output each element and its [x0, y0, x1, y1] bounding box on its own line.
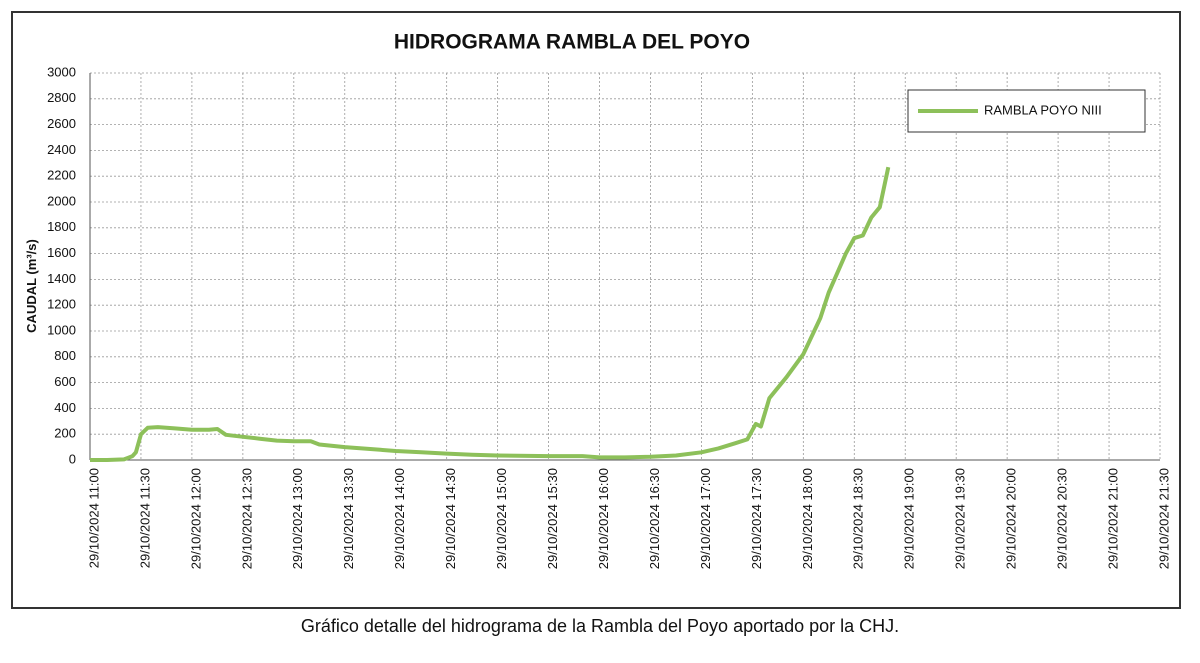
x-tick-label: 29/10/2024 19:00 [902, 468, 917, 569]
x-tick-label: 29/10/2024 12:30 [239, 468, 254, 569]
x-tick-label: 29/10/2024 13:30 [341, 468, 356, 569]
x-tick-label: 29/10/2024 16:00 [596, 468, 611, 569]
y-axis-label: CAUDAL (m³/s) [24, 239, 39, 333]
x-tick-label: 29/10/2024 13:00 [290, 468, 305, 569]
x-tick-label: 29/10/2024 15:00 [494, 468, 509, 569]
x-tick-label: 29/10/2024 14:30 [443, 468, 458, 569]
x-tick-label: 29/10/2024 15:30 [545, 468, 560, 569]
x-tick-label: 29/10/2024 17:00 [698, 468, 713, 569]
y-tick-label: 1600 [47, 245, 76, 260]
legend-label: RAMBLA POYO NIII [984, 102, 1102, 117]
y-tick-label: 2800 [47, 90, 76, 105]
y-tick-label: 2400 [47, 142, 76, 157]
y-tick-label: 1800 [47, 219, 76, 234]
y-tick-label: 1000 [47, 322, 76, 337]
x-tick-label: 29/10/2024 18:30 [851, 468, 866, 569]
y-tick-label: 2600 [47, 116, 76, 131]
x-tick-label: 29/10/2024 11:30 [137, 468, 152, 568]
y-tick-label: 800 [54, 348, 76, 363]
y-tick-label: 2000 [47, 193, 76, 208]
y-tick-label: 1400 [47, 271, 76, 286]
y-tick-label: 600 [54, 374, 76, 389]
x-tick-label: 29/10/2024 12:00 [188, 468, 203, 569]
caption: Gráfico detalle del hidrograma de la Ram… [301, 616, 899, 636]
chart-title: HIDROGRAMA RAMBLA DEL POYO [394, 31, 750, 54]
legend-box [907, 89, 1146, 133]
x-tick-label: 29/10/2024 21:00 [1105, 468, 1120, 569]
x-tick-label: 29/10/2024 18:00 [800, 468, 815, 569]
x-tick-label: 29/10/2024 21:30 [1156, 468, 1171, 569]
y-tick-label: 0 [69, 451, 76, 466]
x-tick-label: 29/10/2024 20:30 [1055, 468, 1070, 569]
x-tick-label: 29/10/2024 11:00 [86, 468, 101, 568]
x-tick-label: 29/10/2024 17:30 [749, 468, 764, 569]
y-tick-label: 2200 [47, 168, 76, 183]
x-tick-label: 29/10/2024 19:30 [953, 468, 968, 569]
x-tick-label: 29/10/2024 20:00 [1004, 468, 1019, 569]
y-tick-label: 400 [54, 400, 76, 415]
y-tick-label: 200 [54, 426, 76, 441]
frame [11, 11, 1181, 609]
y-tick-label: 3000 [47, 64, 76, 79]
x-tick-label: 29/10/2024 16:30 [647, 468, 662, 569]
y-tick-label: 1200 [47, 297, 76, 312]
x-tick-label: 29/10/2024 14:00 [392, 468, 407, 569]
series-line [90, 166, 891, 462]
